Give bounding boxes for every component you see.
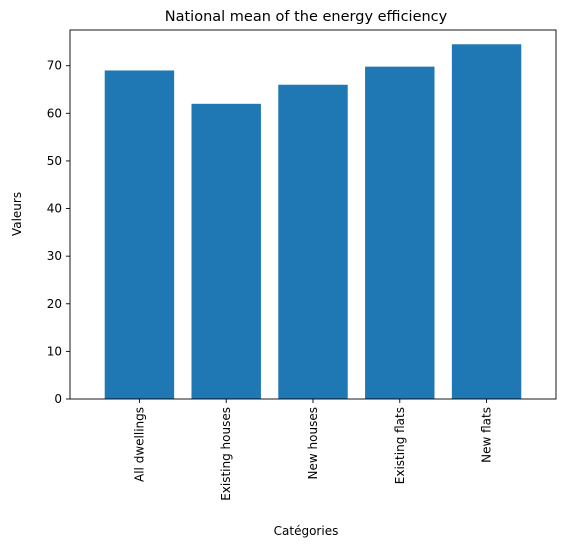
y-tick-label-1: 10 xyxy=(47,344,62,358)
y-tick-label-7: 70 xyxy=(47,59,62,73)
bar-0 xyxy=(104,70,175,399)
y-tick-label-2: 20 xyxy=(47,297,62,311)
x-tick-label-4: New flats xyxy=(480,407,494,463)
chart-title: National mean of the energy efficiency xyxy=(165,9,448,25)
plot-area: 0 10 20 30 40 50 60 70 All dwellings Existing hou… xyxy=(47,29,557,501)
y-tick-label-3: 30 xyxy=(47,249,62,263)
bar-4 xyxy=(451,44,522,399)
y-tick-label-6: 60 xyxy=(47,106,62,120)
bar-3 xyxy=(365,66,435,399)
y-tick-label-4: 40 xyxy=(47,202,62,216)
x-tick-label-3: Existing flats xyxy=(393,407,407,484)
y-tick-label-0: 0 xyxy=(54,392,62,406)
x-tick-label-1: Existing houses xyxy=(219,407,233,501)
x-tick-label-0: All dwellings xyxy=(132,407,146,482)
y-tick-label-5: 50 xyxy=(47,154,62,168)
x-tick-label-2: New houses xyxy=(306,407,320,479)
bar-1 xyxy=(191,103,261,400)
x-axis-label: Catégories xyxy=(274,524,339,538)
bar-2 xyxy=(278,84,348,399)
y-axis-label: Valeurs xyxy=(10,192,24,236)
